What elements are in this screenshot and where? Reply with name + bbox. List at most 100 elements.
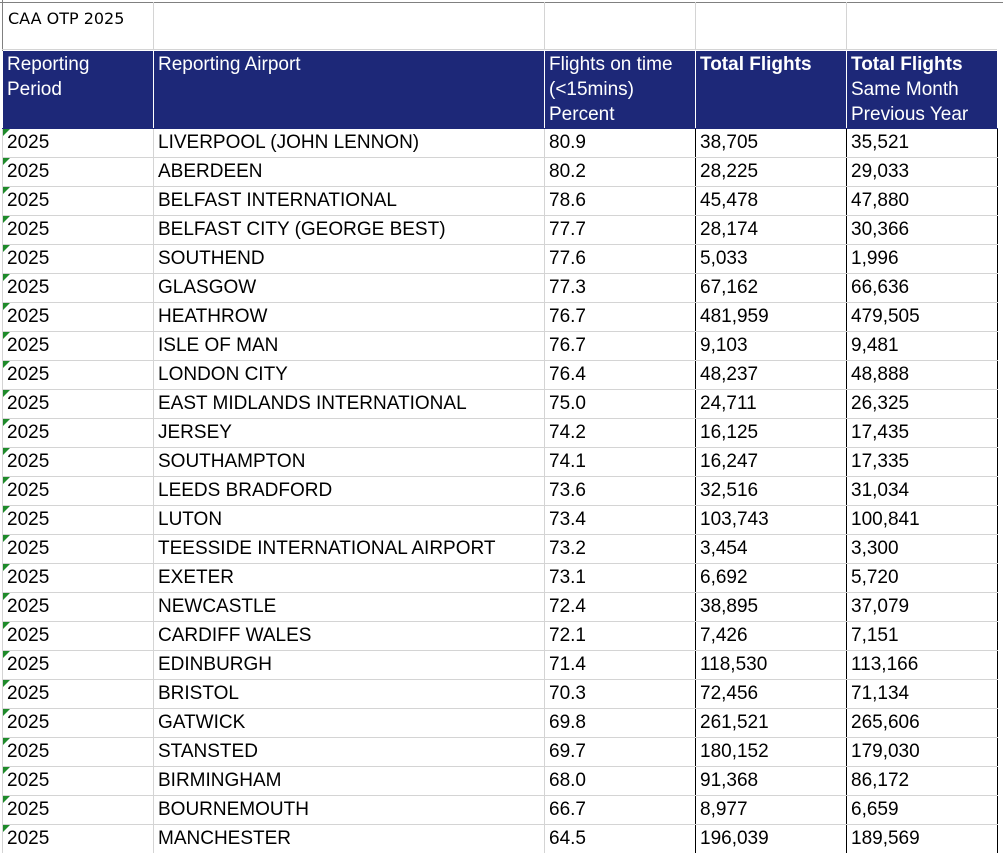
airport-cell[interactable]: EAST MIDLANDS INTERNATIONAL — [154, 390, 545, 419]
total-flights-cell[interactable]: 9,103 — [696, 332, 847, 361]
total-flights-cell[interactable]: 28,174 — [696, 216, 847, 245]
total-flights-cell[interactable]: 3,454 — [696, 535, 847, 564]
period-cell[interactable]: 2025 — [3, 738, 154, 767]
total-flights-cell[interactable]: 7,426 — [696, 622, 847, 651]
total-flights-cell[interactable]: 45,478 — [696, 187, 847, 216]
period-cell[interactable]: 2025 — [3, 158, 154, 187]
total-flights-cell[interactable]: 481,959 — [696, 303, 847, 332]
previous-year-flights-cell[interactable]: 66,636 — [847, 274, 998, 303]
period-cell[interactable]: 2025 — [3, 332, 154, 361]
total-flights-cell[interactable]: 118,530 — [696, 651, 847, 680]
ontime-percent-cell[interactable]: 74.2 — [545, 419, 696, 448]
total-flights-cell[interactable]: 6,692 — [696, 564, 847, 593]
ontime-percent-cell[interactable]: 77.6 — [545, 245, 696, 274]
period-cell[interactable]: 2025 — [3, 419, 154, 448]
header-total-flights[interactable]: Total Flights — [696, 51, 847, 129]
period-cell[interactable]: 2025 — [3, 216, 154, 245]
total-flights-cell[interactable]: 38,895 — [696, 593, 847, 622]
airport-cell[interactable]: SOUTHAMPTON — [154, 448, 545, 477]
ontime-percent-cell[interactable]: 64.5 — [545, 825, 696, 853]
period-cell[interactable]: 2025 — [3, 767, 154, 796]
airport-cell[interactable]: BIRMINGHAM — [154, 767, 545, 796]
header-flights-on-time[interactable]: Flights on time (<15mins) Percent — [545, 51, 696, 129]
previous-year-flights-cell[interactable]: 3,300 — [847, 535, 998, 564]
ontime-percent-cell[interactable]: 80.9 — [545, 129, 696, 158]
airport-cell[interactable]: ABERDEEN — [154, 158, 545, 187]
ontime-percent-cell[interactable]: 71.4 — [545, 651, 696, 680]
period-cell[interactable]: 2025 — [3, 129, 154, 158]
ontime-percent-cell[interactable]: 69.7 — [545, 738, 696, 767]
ontime-percent-cell[interactable]: 80.2 — [545, 158, 696, 187]
period-cell[interactable]: 2025 — [3, 593, 154, 622]
total-flights-cell[interactable]: 5,033 — [696, 245, 847, 274]
period-cell[interactable]: 2025 — [3, 709, 154, 738]
airport-cell[interactable]: JERSEY — [154, 419, 545, 448]
airport-cell[interactable]: ISLE OF MAN — [154, 332, 545, 361]
previous-year-flights-cell[interactable]: 113,166 — [847, 651, 998, 680]
sheet-title[interactable]: CAA OTP 2025 — [8, 9, 124, 28]
previous-year-flights-cell[interactable]: 30,366 — [847, 216, 998, 245]
total-flights-cell[interactable]: 91,368 — [696, 767, 847, 796]
period-cell[interactable]: 2025 — [3, 303, 154, 332]
period-cell[interactable]: 2025 — [3, 825, 154, 853]
previous-year-flights-cell[interactable]: 179,030 — [847, 738, 998, 767]
ontime-percent-cell[interactable]: 76.7 — [545, 332, 696, 361]
period-cell[interactable]: 2025 — [3, 564, 154, 593]
ontime-percent-cell[interactable]: 73.1 — [545, 564, 696, 593]
previous-year-flights-cell[interactable]: 5,720 — [847, 564, 998, 593]
airport-cell[interactable]: HEATHROW — [154, 303, 545, 332]
total-flights-cell[interactable]: 67,162 — [696, 274, 847, 303]
previous-year-flights-cell[interactable]: 35,521 — [847, 129, 998, 158]
total-flights-cell[interactable]: 196,039 — [696, 825, 847, 853]
airport-cell[interactable]: NEWCASTLE — [154, 593, 545, 622]
total-flights-cell[interactable]: 261,521 — [696, 709, 847, 738]
ontime-percent-cell[interactable]: 73.6 — [545, 477, 696, 506]
previous-year-flights-cell[interactable]: 29,033 — [847, 158, 998, 187]
ontime-percent-cell[interactable]: 72.1 — [545, 622, 696, 651]
header-reporting-airport[interactable]: Reporting Airport — [154, 51, 545, 129]
ontime-percent-cell[interactable]: 75.0 — [545, 390, 696, 419]
total-flights-cell[interactable]: 103,743 — [696, 506, 847, 535]
ontime-percent-cell[interactable]: 73.2 — [545, 535, 696, 564]
previous-year-flights-cell[interactable]: 265,606 — [847, 709, 998, 738]
airport-cell[interactable]: CARDIFF WALES — [154, 622, 545, 651]
previous-year-flights-cell[interactable]: 26,325 — [847, 390, 998, 419]
period-cell[interactable]: 2025 — [3, 651, 154, 680]
airport-cell[interactable]: EXETER — [154, 564, 545, 593]
ontime-percent-cell[interactable]: 77.7 — [545, 216, 696, 245]
previous-year-flights-cell[interactable]: 17,335 — [847, 448, 998, 477]
total-flights-cell[interactable]: 16,125 — [696, 419, 847, 448]
total-flights-cell[interactable]: 28,225 — [696, 158, 847, 187]
previous-year-flights-cell[interactable]: 100,841 — [847, 506, 998, 535]
airport-cell[interactable]: SOUTHEND — [154, 245, 545, 274]
airport-cell[interactable]: GLASGOW — [154, 274, 545, 303]
airport-cell[interactable]: EDINBURGH — [154, 651, 545, 680]
total-flights-cell[interactable]: 72,456 — [696, 680, 847, 709]
period-cell[interactable]: 2025 — [3, 274, 154, 303]
period-cell[interactable]: 2025 — [3, 361, 154, 390]
airport-cell[interactable]: GATWICK — [154, 709, 545, 738]
total-flights-cell[interactable]: 8,977 — [696, 796, 847, 825]
airport-cell[interactable]: BRISTOL — [154, 680, 545, 709]
airport-cell[interactable]: STANSTED — [154, 738, 545, 767]
period-cell[interactable]: 2025 — [3, 187, 154, 216]
total-flights-cell[interactable]: 180,152 — [696, 738, 847, 767]
previous-year-flights-cell[interactable]: 9,481 — [847, 332, 998, 361]
total-flights-cell[interactable]: 32,516 — [696, 477, 847, 506]
period-cell[interactable]: 2025 — [3, 477, 154, 506]
ontime-percent-cell[interactable]: 78.6 — [545, 187, 696, 216]
previous-year-flights-cell[interactable]: 7,151 — [847, 622, 998, 651]
ontime-percent-cell[interactable]: 66.7 — [545, 796, 696, 825]
airport-cell[interactable]: LUTON — [154, 506, 545, 535]
airport-cell[interactable]: MANCHESTER — [154, 825, 545, 853]
total-flights-cell[interactable]: 48,237 — [696, 361, 847, 390]
period-cell[interactable]: 2025 — [3, 622, 154, 651]
airport-cell[interactable]: TEESSIDE INTERNATIONAL AIRPORT — [154, 535, 545, 564]
ontime-percent-cell[interactable]: 70.3 — [545, 680, 696, 709]
airport-cell[interactable]: BELFAST CITY (GEORGE BEST) — [154, 216, 545, 245]
airport-cell[interactable]: LIVERPOOL (JOHN LENNON) — [154, 129, 545, 158]
previous-year-flights-cell[interactable]: 189,569 — [847, 825, 998, 853]
previous-year-flights-cell[interactable]: 31,034 — [847, 477, 998, 506]
ontime-percent-cell[interactable]: 76.4 — [545, 361, 696, 390]
period-cell[interactable]: 2025 — [3, 390, 154, 419]
